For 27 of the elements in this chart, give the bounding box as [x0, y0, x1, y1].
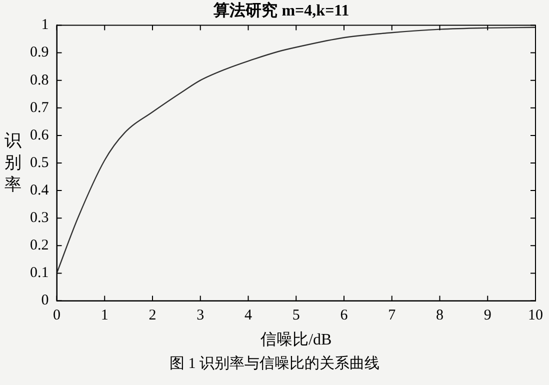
- x-tick-label: 3: [196, 308, 204, 324]
- y-tick-label: 0: [41, 292, 49, 309]
- x-tick-label: 8: [436, 308, 444, 324]
- x-tick-label: 5: [292, 308, 300, 324]
- y-tick-label: 0.1: [30, 265, 49, 282]
- y-tick-label: 0.3: [30, 210, 49, 226]
- x-tick-label: 7: [388, 308, 396, 324]
- x-tick-label: 4: [244, 308, 252, 324]
- y-tick-label: 0.4: [30, 182, 50, 198]
- x-tick-label: 1: [100, 308, 108, 324]
- x-tick-label: 10: [528, 308, 543, 324]
- x-tick-label: 6: [340, 308, 348, 324]
- y-tick-label: 1: [41, 17, 49, 34]
- x-tick-label: 9: [484, 308, 492, 324]
- x-tick-label: 0: [53, 308, 60, 324]
- y-axis-title: 识别率: [4, 130, 22, 196]
- y-tick-label: 0.6: [30, 127, 50, 144]
- y-tick-label: 0.9: [30, 44, 49, 61]
- y-tick-label: 0.8: [30, 72, 49, 88]
- x-tick-label: 2: [148, 308, 156, 324]
- chart-title: 算法研究 m=4,k=11: [212, 2, 350, 20]
- x-axis-title: 信噪比/dB: [260, 330, 332, 349]
- y-tick-label: 0.5: [30, 154, 49, 171]
- caption: 图 1 识别率与信噪比的关系曲线: [168, 354, 380, 373]
- line-series: [56, 26, 536, 274]
- y-tick-label: 0.2: [30, 238, 49, 254]
- y-tick-label: 0.7: [30, 100, 50, 116]
